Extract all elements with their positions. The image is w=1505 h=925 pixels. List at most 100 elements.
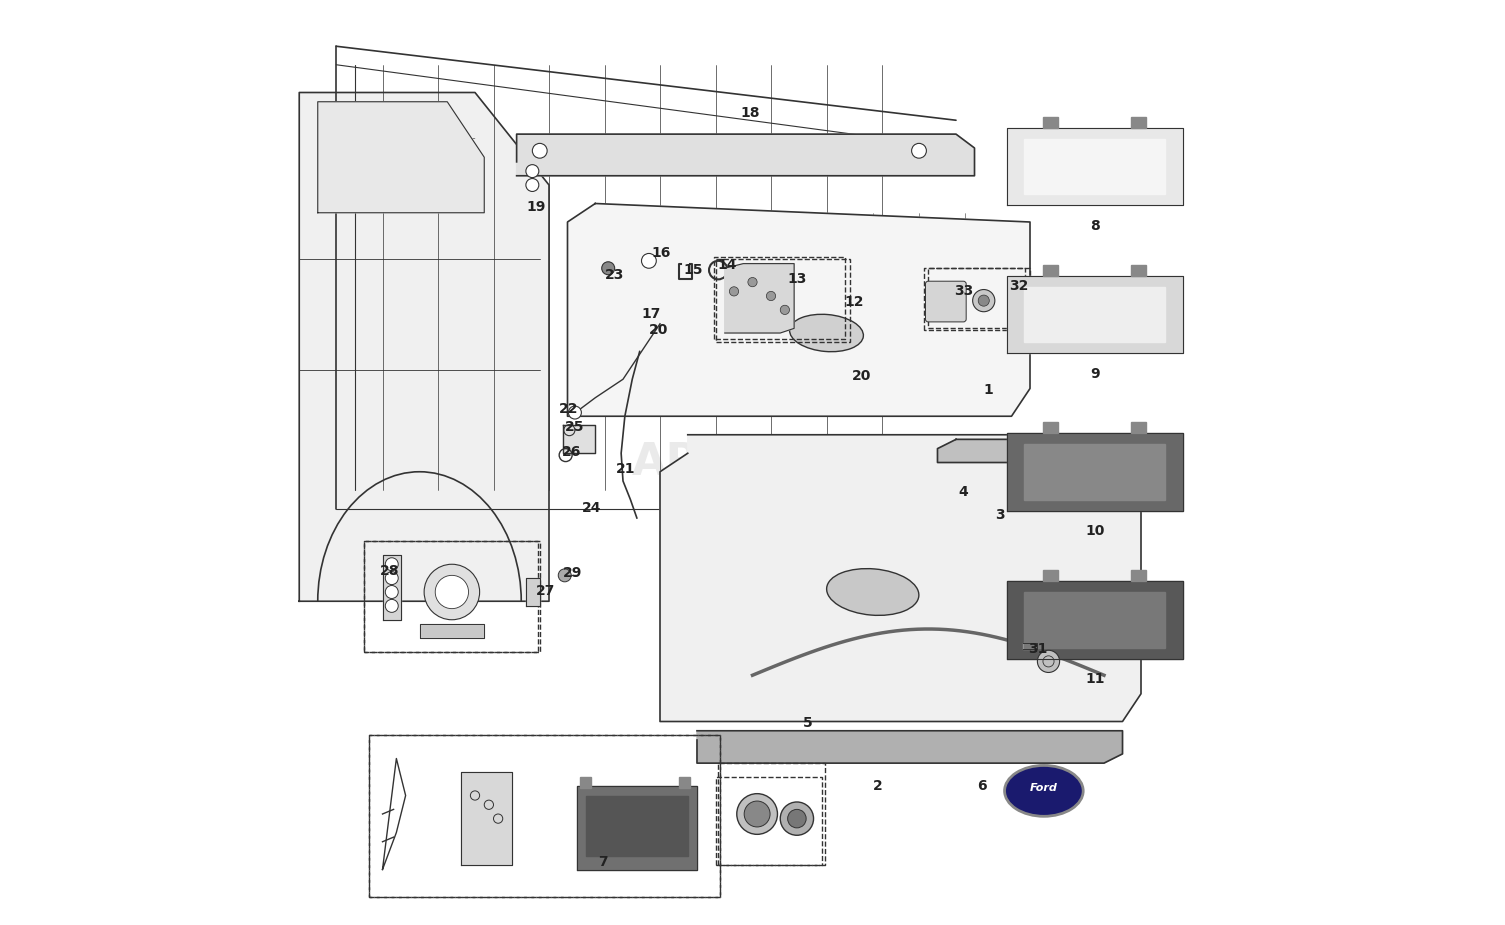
Polygon shape — [1043, 265, 1058, 276]
Text: 26: 26 — [561, 445, 581, 460]
Text: 9: 9 — [1090, 367, 1100, 381]
Text: 12: 12 — [844, 295, 864, 310]
Circle shape — [641, 253, 656, 268]
Bar — [715, 259, 850, 342]
Polygon shape — [525, 578, 540, 606]
Polygon shape — [382, 555, 400, 620]
Polygon shape — [1007, 433, 1183, 511]
Text: 28: 28 — [381, 563, 400, 578]
Text: 6: 6 — [977, 779, 987, 794]
Polygon shape — [1043, 117, 1058, 128]
Circle shape — [743, 801, 771, 827]
Text: 1: 1 — [983, 383, 993, 398]
Ellipse shape — [1004, 766, 1084, 816]
Polygon shape — [1025, 287, 1165, 342]
Text: Ford: Ford — [1029, 783, 1058, 793]
Text: 7: 7 — [597, 855, 608, 870]
Text: 23: 23 — [605, 267, 625, 282]
Bar — [364, 541, 540, 652]
Text: 14: 14 — [718, 258, 737, 273]
Polygon shape — [576, 786, 697, 870]
Circle shape — [748, 278, 757, 287]
Polygon shape — [318, 102, 485, 213]
Polygon shape — [585, 796, 688, 856]
Polygon shape — [679, 777, 689, 788]
Circle shape — [780, 802, 814, 835]
Circle shape — [525, 165, 539, 178]
Text: 8: 8 — [1090, 219, 1100, 233]
Polygon shape — [516, 134, 975, 176]
Circle shape — [912, 143, 927, 158]
Text: 2: 2 — [873, 779, 882, 794]
Polygon shape — [1132, 117, 1147, 128]
Circle shape — [730, 287, 739, 296]
Text: 18: 18 — [740, 105, 760, 120]
Text: 20: 20 — [852, 369, 871, 384]
Polygon shape — [1025, 592, 1165, 648]
Circle shape — [972, 290, 995, 312]
Circle shape — [558, 569, 572, 582]
Bar — [715, 777, 822, 865]
Circle shape — [385, 558, 399, 571]
Text: 25: 25 — [566, 420, 584, 435]
Text: 17: 17 — [641, 306, 661, 321]
Circle shape — [766, 291, 775, 301]
Polygon shape — [579, 777, 590, 788]
Polygon shape — [938, 439, 1141, 462]
Circle shape — [385, 586, 399, 598]
Text: 32: 32 — [1010, 278, 1028, 293]
Circle shape — [569, 406, 581, 419]
Circle shape — [525, 179, 539, 191]
Polygon shape — [725, 264, 795, 333]
Text: 13: 13 — [787, 272, 807, 287]
Text: 31: 31 — [1028, 642, 1047, 657]
Text: 16: 16 — [652, 246, 671, 261]
Polygon shape — [420, 624, 485, 638]
Text: 21: 21 — [616, 462, 635, 476]
Bar — [929, 268, 1029, 328]
Text: 10: 10 — [1085, 524, 1105, 538]
Polygon shape — [461, 772, 512, 865]
Circle shape — [737, 794, 778, 834]
Polygon shape — [1132, 422, 1147, 433]
Text: 19: 19 — [527, 200, 546, 215]
Polygon shape — [567, 204, 1029, 416]
Circle shape — [424, 564, 480, 620]
Polygon shape — [661, 435, 1141, 722]
Circle shape — [385, 572, 399, 585]
Text: 24: 24 — [582, 500, 602, 515]
Circle shape — [978, 295, 989, 306]
Polygon shape — [1025, 444, 1165, 500]
Circle shape — [780, 305, 790, 314]
Circle shape — [1037, 650, 1060, 672]
Text: 22: 22 — [558, 401, 578, 416]
Text: 5: 5 — [804, 716, 813, 731]
Ellipse shape — [826, 569, 920, 615]
Text: 3: 3 — [996, 508, 1005, 523]
Polygon shape — [1007, 581, 1183, 659]
Text: 11: 11 — [1085, 672, 1105, 686]
Text: 29: 29 — [563, 565, 582, 580]
Polygon shape — [1043, 570, 1058, 581]
Text: 27: 27 — [536, 584, 555, 598]
Circle shape — [602, 262, 614, 275]
Circle shape — [435, 575, 468, 609]
Polygon shape — [1132, 570, 1147, 581]
Circle shape — [385, 599, 399, 612]
Polygon shape — [1043, 422, 1058, 433]
Text: 15: 15 — [683, 263, 703, 278]
Polygon shape — [1007, 276, 1183, 353]
Text: 33: 33 — [954, 284, 974, 299]
Polygon shape — [1007, 128, 1183, 205]
Polygon shape — [1132, 265, 1147, 276]
Polygon shape — [563, 426, 596, 453]
Polygon shape — [697, 731, 1123, 763]
FancyBboxPatch shape — [926, 281, 966, 322]
Text: 4: 4 — [959, 485, 968, 500]
Bar — [369, 735, 719, 897]
Circle shape — [533, 143, 548, 158]
Text: ARCANE: ARCANE — [632, 441, 835, 484]
Circle shape — [787, 809, 807, 828]
Ellipse shape — [790, 314, 864, 352]
Polygon shape — [1022, 643, 1037, 649]
